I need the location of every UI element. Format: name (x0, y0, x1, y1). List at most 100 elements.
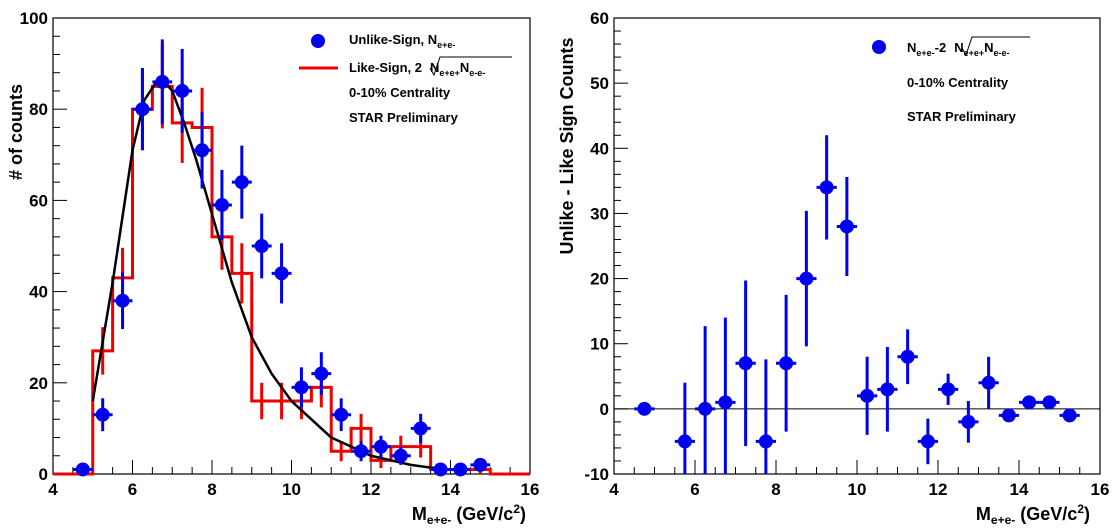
fit-curve (91, 80, 451, 471)
data-point (473, 457, 488, 472)
data-point (334, 407, 349, 422)
data-point (453, 462, 468, 477)
data-point (413, 421, 428, 436)
x-tick-label: 14 (441, 480, 460, 499)
data-point (1062, 408, 1077, 423)
y-tick-label: 50 (590, 74, 609, 93)
data-point (1042, 395, 1057, 410)
fit-line (91, 80, 451, 471)
x-tick-label: 14 (1010, 480, 1029, 499)
like-sign-histogram (53, 44, 530, 476)
left-panel: 0 20 40 60 80 100 4 6 8 10 12 14 16 # of counts Me+… (6, 9, 539, 527)
x-tick-label: 10 (282, 480, 301, 499)
data-point (115, 293, 130, 308)
data-point (819, 180, 834, 195)
data-point (961, 414, 976, 429)
x-tick-label: 8 (207, 480, 216, 499)
legend-star-preliminary: STAR Preliminary (349, 110, 459, 125)
like-sign-step-line (53, 84, 530, 476)
legend-difference-label: Ne+e--2 Ne+e+Ne-e- (907, 40, 1010, 58)
left-legend: Unlike-Sign, Ne+e- Like-Sign, 2 Ne+e+Ne-e… (299, 32, 512, 125)
data-point (214, 197, 229, 212)
right-y-axis-label: Unlike - Like Sign Counts (557, 37, 577, 254)
right-panel: -10 0 10 20 30 40 50 60 4 6 8 10 12 14 16 Unlike - Li… (557, 9, 1109, 527)
data-point (274, 266, 289, 281)
x-tick-label: 10 (848, 480, 867, 499)
x-tick-label: 6 (128, 480, 137, 499)
data-point (718, 395, 733, 410)
x-tick-label: 12 (929, 480, 948, 499)
data-point (941, 382, 956, 397)
y-tick-label: 10 (590, 335, 609, 354)
right-y-ticks: -10 0 10 20 30 40 50 60 (584, 9, 628, 484)
data-point (314, 366, 329, 381)
x-tick-label: 4 (48, 480, 58, 499)
data-point (880, 382, 895, 397)
left-plot-frame (52, 17, 531, 475)
data-point (393, 448, 408, 463)
x-tick-label: 6 (690, 480, 699, 499)
data-point (738, 356, 753, 371)
data-point (1022, 395, 1037, 410)
x-tick-label: 16 (1091, 480, 1110, 499)
data-point (920, 434, 935, 449)
legend-like-label: Like-Sign, 2 Ne+e+Ne-e- (349, 60, 485, 78)
unlike-sign-points (72, 39, 491, 477)
data-point (637, 401, 652, 416)
right-legend: Ne+e--2 Ne+e+Ne-e- 0-10% Centrality STAR … (872, 36, 1030, 124)
data-point (860, 388, 875, 403)
data-point (981, 375, 996, 390)
y-tick-label: 0 (600, 400, 609, 419)
data-point (195, 143, 210, 158)
legend-sqrt-sign (429, 56, 512, 77)
y-tick-label: 20 (29, 374, 48, 393)
left-x-ticks: 4 6 8 10 12 14 16 (48, 460, 539, 499)
data-point (175, 83, 190, 98)
y-tick-label: -10 (584, 465, 609, 484)
y-tick-label: 60 (590, 9, 609, 28)
y-tick-label: 40 (590, 139, 609, 158)
data-point (373, 439, 388, 454)
legend-centrality: 0-10% Centrality (349, 85, 451, 100)
legend-star-preliminary: STAR Preliminary (907, 109, 1017, 124)
legend-sqrt-sign (961, 36, 1030, 57)
data-point (758, 434, 773, 449)
x-tick-label: 16 (521, 480, 540, 499)
legend-unlike-marker (311, 34, 325, 48)
y-tick-label: 20 (590, 270, 609, 289)
data-point (799, 271, 814, 286)
data-point (155, 74, 170, 89)
y-tick-label: 100 (20, 9, 48, 28)
data-point (677, 434, 692, 449)
y-tick-label: 0 (39, 465, 48, 484)
data-point (779, 356, 794, 371)
left-y-ticks: 0 20 40 60 80 100 (20, 9, 67, 484)
y-tick-label: 60 (29, 191, 48, 210)
data-point (900, 349, 915, 364)
data-point (433, 462, 448, 477)
data-point (135, 102, 150, 117)
data-point (354, 444, 369, 459)
right-x-ticks: 4 6 8 10 12 14 16 (609, 460, 1109, 499)
x-tick-label: 8 (771, 480, 780, 499)
data-point (839, 219, 854, 234)
legend-difference-marker (872, 40, 886, 54)
data-point (698, 401, 713, 416)
y-tick-label: 30 (590, 204, 609, 223)
right-x-axis-label: Me+e- (GeV/c2) (976, 502, 1090, 527)
legend-unlike-label: Unlike-Sign, Ne+e- (349, 32, 455, 50)
data-point (95, 407, 110, 422)
left-y-axis-label: # of counts (6, 84, 26, 180)
x-tick-label: 4 (609, 480, 619, 499)
x-tick-label: 12 (362, 480, 381, 499)
difference-points (634, 135, 1080, 474)
data-point (254, 239, 269, 253)
left-x-axis-label: Me+e- (GeV/c2) (412, 502, 526, 527)
data-point (294, 380, 309, 395)
data-point (1001, 408, 1016, 423)
y-tick-label: 40 (29, 283, 48, 302)
legend-centrality: 0-10% Centrality (907, 75, 1009, 90)
y-tick-label: 80 (29, 100, 48, 119)
data-point (75, 462, 90, 477)
